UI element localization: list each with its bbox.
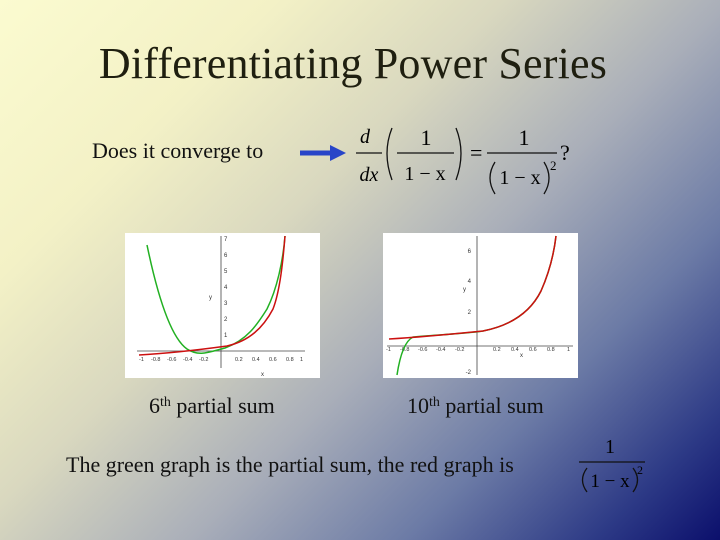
- formula-question-mark: ?: [560, 140, 570, 165]
- y-tick-label: 6: [224, 253, 228, 259]
- bottom-formula-den: 1 − x: [590, 471, 630, 492]
- y-tick-label: 1: [224, 333, 228, 339]
- formula-equals: =: [470, 140, 482, 165]
- y-tick-label: 6: [468, 249, 472, 255]
- x-tick-label: 0.6: [269, 357, 277, 363]
- x-tick-label: 0.4: [511, 347, 519, 353]
- x-tick-label: -0.6: [167, 357, 176, 363]
- x-tick-label: 0.6: [529, 347, 537, 353]
- derivative-formula: d dx 1 1 − x = 1 1 − x 2 ?: [356, 125, 570, 195]
- caption-label: partial sum: [170, 393, 275, 418]
- y-tick-label: 5: [224, 269, 228, 275]
- x-axis-label: x: [261, 372, 264, 378]
- exact-curve: [138, 235, 286, 356]
- y-tick-label: 4: [224, 285, 228, 291]
- caption-number: 6: [149, 393, 160, 418]
- x-tick-label: 0.2: [493, 347, 501, 353]
- y-tick-label: 3: [224, 301, 228, 307]
- caption-ordinal: th: [429, 395, 440, 410]
- arrow-right-icon: [300, 145, 346, 161]
- x-tick-label: 0.8: [547, 347, 555, 353]
- x-tick-label: -1: [139, 357, 144, 363]
- caption-6th-partial-sum: 6th partial sum: [149, 393, 275, 419]
- red-graph-formula: 1 1 − x 2: [579, 436, 645, 493]
- x-axis-label: x: [520, 353, 523, 359]
- formula-d: d: [360, 126, 371, 148]
- x-tick-label: -0.2: [455, 347, 464, 353]
- formula-one: 1: [421, 125, 432, 150]
- caption-number: 10: [407, 393, 429, 418]
- caption-10th-partial-sum: 10th partial sum: [407, 393, 544, 419]
- x-tick-label: -0.2: [199, 357, 208, 363]
- y-axis-label: y: [463, 287, 466, 293]
- x-tick-label: 0.8: [286, 357, 294, 363]
- x-tick-label: 0.4: [252, 357, 260, 363]
- formula-rhs-den: 1 − x: [499, 167, 540, 189]
- explanation-text: The green graph is the partial sum, the …: [66, 452, 514, 477]
- graph-10th-plot: 6 4 2 -2 y -1 -0.8 -0.6 -0.4 -0.2 0.2 0.…: [386, 235, 573, 376]
- y-axis-label: y: [209, 295, 212, 301]
- formula-rhs-num: 1: [519, 125, 530, 150]
- question-text: Does it converge to: [92, 138, 264, 163]
- y-tick-label: 4: [468, 279, 472, 285]
- bottom-formula-exponent: 2: [637, 463, 643, 477]
- y-tick-label: 7: [224, 237, 228, 243]
- x-tick-label: 1: [300, 357, 303, 363]
- y-tick-label: 2: [224, 317, 228, 323]
- formula-exponent: 2: [550, 158, 557, 173]
- graph-6th-partial-sum: 7 6 5 4 3 2 1 y -1 -0.8 -0.6 -0.4 -0.2 0…: [125, 233, 320, 378]
- formula-one-minus-x: 1 − x: [404, 163, 445, 185]
- caption-label: partial sum: [439, 393, 544, 418]
- exact-curve: [388, 235, 557, 340]
- y-tick-label: 2: [468, 310, 472, 316]
- caption-ordinal: th: [160, 395, 171, 410]
- graph-6th-plot: 7 6 5 4 3 2 1 y -1 -0.8 -0.6 -0.4 -0.2 0…: [137, 235, 305, 378]
- x-tick-label: -0.4: [183, 357, 192, 363]
- partial-sum-curve: [146, 235, 286, 355]
- x-tick-label: -0.8: [151, 357, 160, 363]
- formula-dx: dx: [360, 164, 379, 186]
- x-tick-label: -1: [386, 347, 391, 353]
- x-tick-label: 0.2: [235, 357, 243, 363]
- y-tick-label: -2: [466, 370, 472, 376]
- x-tick-label: -0.4: [436, 347, 445, 353]
- slide-title: Differentiating Power Series: [98, 39, 608, 88]
- x-tick-label: -0.8: [400, 347, 409, 353]
- graph-10th-partial-sum: 6 4 2 -2 y -1 -0.8 -0.6 -0.4 -0.2 0.2 0.…: [383, 233, 578, 378]
- x-tick-label: -0.6: [418, 347, 427, 353]
- bottom-formula-num: 1: [605, 436, 615, 458]
- x-tick-label: 1: [567, 347, 570, 353]
